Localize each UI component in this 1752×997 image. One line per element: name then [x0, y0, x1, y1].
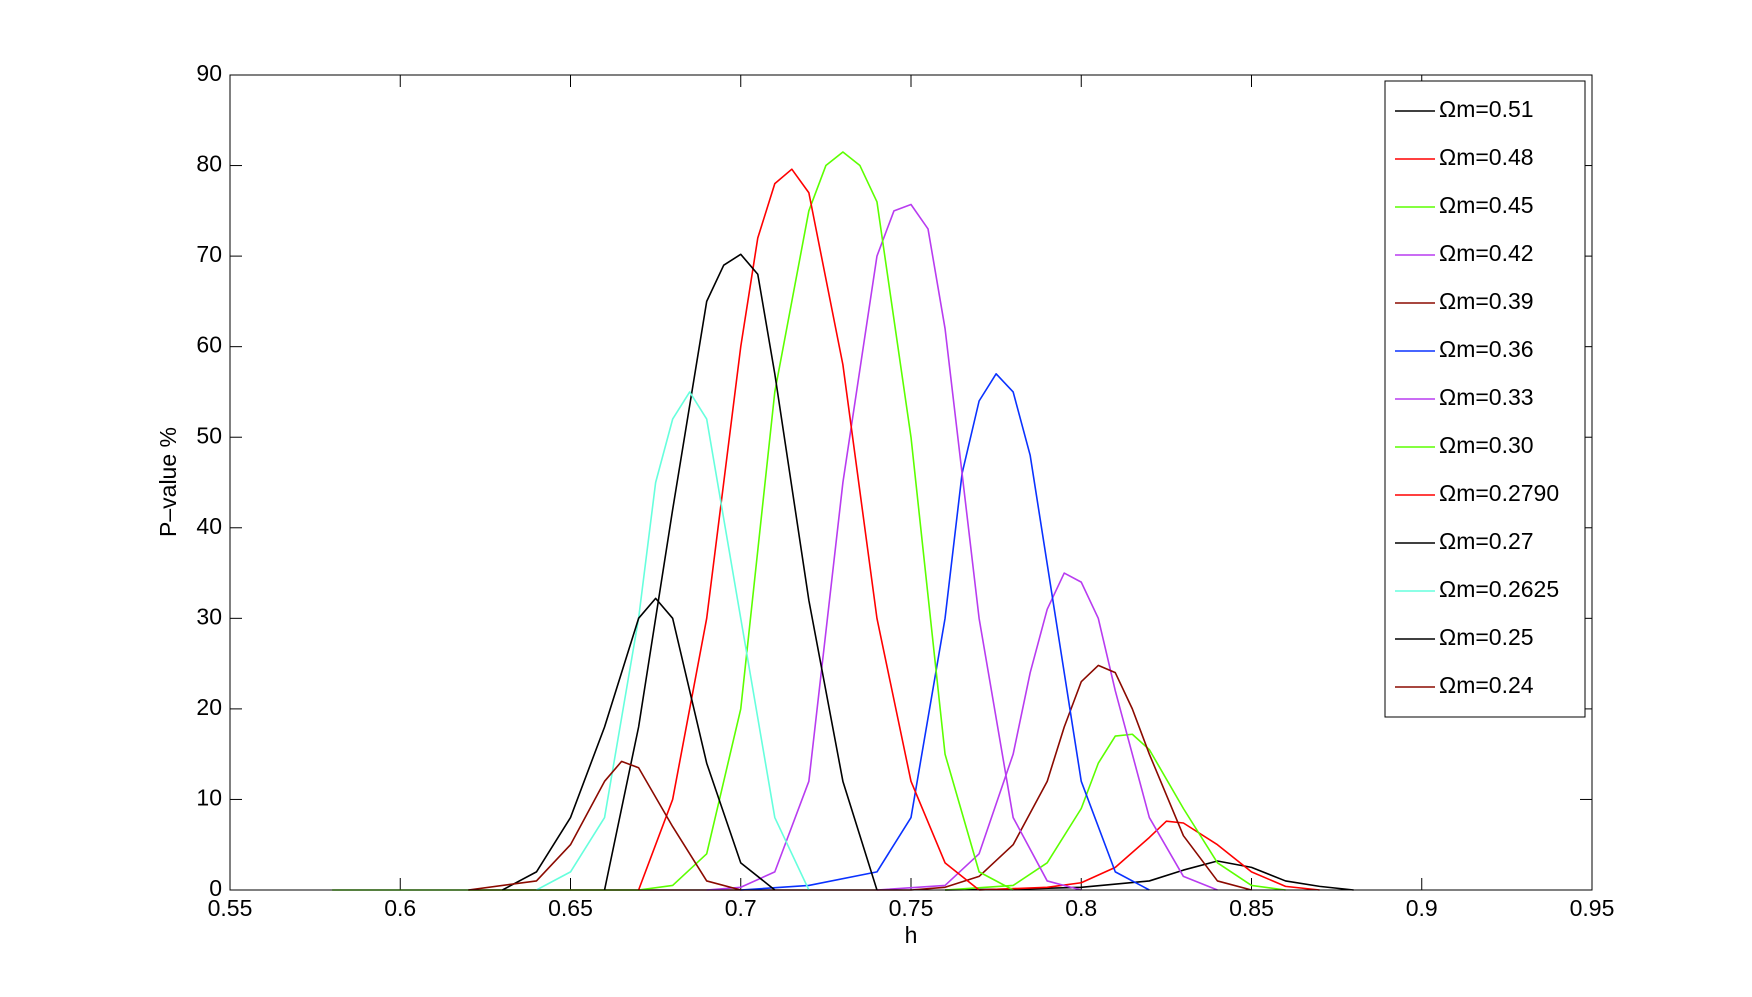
legend-label: Ωm=0.45	[1439, 192, 1534, 218]
legend-label: Ωm=0.42	[1439, 240, 1534, 266]
legend-label: Ωm=0.24	[1439, 672, 1534, 698]
x-axis-label: h	[905, 922, 918, 948]
series-line	[637, 168, 980, 891]
series-line	[945, 860, 1354, 891]
series-line	[944, 733, 1286, 891]
y-axis-label: P–value %	[155, 427, 181, 537]
y-tick-label: 60	[196, 332, 222, 358]
series-line	[979, 820, 1320, 891]
series-line	[332, 151, 1014, 891]
y-tick-label: 50	[196, 422, 222, 448]
y-tick-label: 30	[196, 603, 222, 629]
x-tick-label: 0.85	[1229, 895, 1274, 921]
x-tick-label: 0.65	[548, 895, 593, 921]
y-tick-label: 40	[196, 513, 222, 539]
legend-label: Ωm=0.33	[1439, 384, 1534, 410]
y-tick-label: 20	[196, 694, 222, 720]
x-tick-label: 0.75	[889, 895, 934, 921]
legend-label: Ωm=0.27	[1439, 528, 1534, 554]
legend-label: Ωm=0.2625	[1439, 576, 1559, 602]
x-tick-label: 0.55	[208, 895, 253, 921]
plot-frame	[229, 74, 1593, 891]
legend-label: Ωm=0.36	[1439, 336, 1534, 362]
x-tick-label: 0.7	[725, 895, 757, 921]
series-line	[536, 391, 810, 891]
series-line	[706, 203, 1082, 891]
legend-label: Ωm=0.48	[1439, 144, 1534, 170]
series-line	[502, 597, 776, 891]
legend-label: Ωm=0.2790	[1439, 480, 1559, 506]
series-line	[876, 572, 1218, 891]
legend-label: Ωm=0.25	[1439, 624, 1534, 650]
series-line	[603, 253, 878, 891]
series-line	[468, 760, 741, 891]
series-line	[468, 664, 1252, 891]
y-tick-label: 70	[196, 241, 222, 267]
x-tick-label: 0.9	[1406, 895, 1438, 921]
y-tick-label: 90	[196, 60, 222, 86]
x-tick-label: 0.6	[384, 895, 416, 921]
y-tick-label: 80	[196, 151, 222, 177]
series-line	[740, 373, 1150, 891]
legend-label: Ωm=0.30	[1439, 432, 1534, 458]
x-tick-label: 0.95	[1570, 895, 1615, 921]
y-tick-label: 0	[209, 875, 222, 901]
legend-label: Ωm=0.51	[1439, 96, 1534, 122]
y-tick-label: 10	[196, 785, 222, 811]
legend-label: Ωm=0.39	[1439, 288, 1534, 314]
x-tick-label: 0.8	[1065, 895, 1097, 921]
